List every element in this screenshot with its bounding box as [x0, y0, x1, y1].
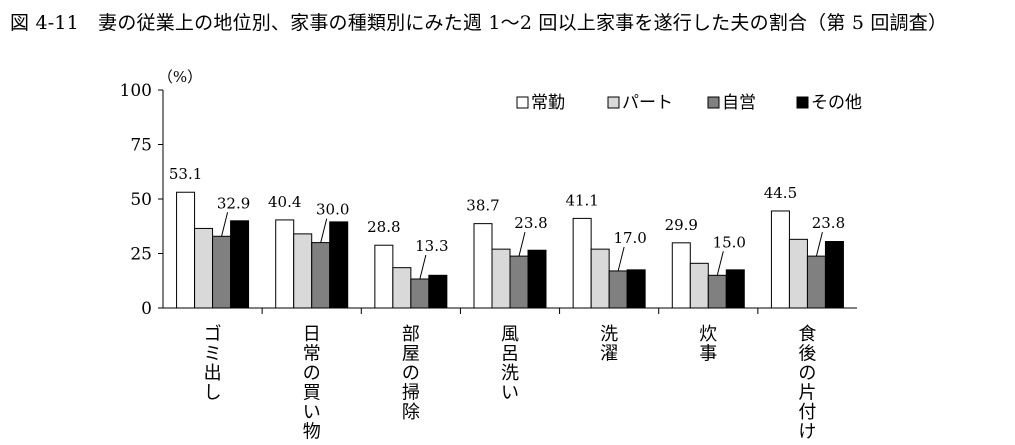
x-tick-label-char: 後: [798, 344, 816, 365]
x-tick-label-char: し: [204, 383, 222, 404]
x-tick-label-char: い: [501, 383, 519, 404]
legend-swatch-パート: [607, 96, 620, 109]
bar-自営-洗濯: [608, 270, 628, 309]
x-tick-label-char: 風: [501, 324, 519, 345]
bar-自営-風呂洗い: [509, 255, 529, 309]
x-tick-label-char: 濯: [600, 344, 618, 365]
data-label-常勤-ゴミ出し: 53.1: [169, 165, 202, 183]
data-label-常勤-炊事: 29.9: [665, 216, 698, 234]
x-tick-label-char: い: [303, 402, 321, 423]
bar-その他-部屋の掃除: [428, 274, 448, 309]
bar-その他-風呂洗い: [527, 249, 547, 309]
data-label-常勤-食後の片付け: 44.5: [764, 184, 797, 202]
x-tick-label-char: 日: [303, 324, 321, 345]
data-label-常勤-日常の買い物: 40.4: [268, 193, 301, 211]
leader-line-自営-ゴミ出し: [221, 212, 229, 237]
bar-その他-食後の片付け: [824, 241, 844, 309]
y-tick-label: 75: [130, 136, 152, 156]
data-label-常勤-風呂洗い: 38.7: [466, 197, 499, 215]
y-tick-label: 50: [130, 190, 152, 210]
data-label-自営-洗濯: 17.0: [613, 229, 646, 247]
leader-line-自営-食後の片付け: [815, 231, 823, 257]
x-tick-label-char: 屋: [402, 344, 420, 365]
bar-パート-日常の買い物: [293, 233, 313, 309]
data-label-自営-風呂洗い: 23.8: [514, 214, 547, 232]
x-tick-label-char: 物: [303, 422, 321, 443]
legend-swatch-その他: [796, 96, 809, 109]
leader-line-自営-風呂洗い: [518, 231, 526, 257]
x-tick-label-char: の: [402, 363, 420, 384]
bar-常勤-ゴミ出し: [176, 191, 196, 309]
leader-line-自営-洗濯: [617, 246, 625, 272]
bar-自営-炊事: [707, 274, 727, 309]
bar-常勤-洗濯: [572, 217, 592, 309]
y-axis-unit-label: （%）: [158, 68, 202, 86]
bar-自営-ゴミ出し: [212, 235, 232, 309]
bar-パート-炊事: [689, 262, 709, 309]
y-tick-label: 25: [130, 245, 152, 265]
x-tick-label-char: の: [798, 363, 816, 384]
bar-その他-日常の買い物: [329, 221, 349, 309]
bar-自営-日常の買い物: [311, 242, 331, 309]
bar-常勤-炊事: [671, 242, 691, 309]
data-label-自営-炊事: 15.0: [713, 233, 746, 251]
data-label-常勤-洗濯: 41.1: [565, 191, 598, 209]
x-tick-label-char: け: [798, 422, 816, 443]
legend-swatch-常勤: [516, 96, 529, 109]
leader-line-自営-炊事: [716, 251, 724, 276]
x-tick-label-char: ミ: [204, 344, 222, 365]
legend-label-パート: パート: [622, 93, 673, 113]
bar-常勤-日常の買い物: [275, 219, 295, 309]
y-tick-label: 0: [141, 299, 152, 319]
leader-line-自営-日常の買い物: [320, 218, 328, 243]
data-label-自営-ゴミ出し: 32.9: [217, 194, 250, 212]
x-tick-label-char: 付: [798, 402, 816, 423]
bar-パート-食後の片付け: [788, 238, 808, 309]
legend-label-その他: その他: [811, 93, 862, 113]
x-tick-label-char: 部: [402, 324, 420, 345]
bar-パート-部屋の掃除: [392, 267, 412, 309]
x-tick-label-char: 洗: [501, 363, 519, 384]
leader-line-自営-部屋の掃除: [419, 254, 427, 280]
x-tick-label-char: 出: [204, 363, 222, 384]
bar-その他-洗濯: [626, 269, 646, 309]
x-tick-label-char: 炊: [699, 324, 717, 345]
bar-自営-食後の片付け: [806, 255, 826, 309]
x-tick-label-char: 片: [798, 383, 816, 404]
x-tick-label-char: 呂: [501, 344, 519, 365]
legend-label-常勤: 常勤: [531, 93, 565, 113]
data-label-自営-日常の買い物: 30.0: [316, 201, 349, 219]
data-label-常勤-部屋の掃除: 28.8: [367, 218, 400, 236]
legend-swatch-自営: [707, 96, 720, 109]
y-tick-label: 100: [120, 81, 152, 101]
figure-title: 図 4-11 妻の従業上の地位別、家事の種類別にみた週 1～2 回以上家事を遂行…: [10, 12, 948, 34]
x-tick-label-char: 常: [303, 344, 321, 365]
data-label-自営-部屋の掃除: 13.3: [415, 237, 448, 255]
bar-パート-風呂洗い: [491, 248, 511, 309]
x-tick-label-char: 食: [798, 324, 816, 345]
data-label-自営-食後の片付け: 23.8: [812, 214, 845, 232]
x-tick-label-char: 事: [699, 344, 717, 365]
bar-常勤-風呂洗い: [473, 223, 493, 309]
bar-パート-洗濯: [590, 248, 610, 309]
legend-label-自営: 自営: [722, 93, 756, 113]
bar-パート-ゴミ出し: [194, 227, 214, 309]
x-tick-label-char: ゴ: [204, 324, 222, 345]
bar-自営-部屋の掃除: [410, 278, 430, 309]
x-tick-label-char: 掃: [402, 383, 420, 404]
x-tick-label-char: 除: [402, 402, 420, 423]
bar-その他-炊事: [725, 269, 745, 309]
bar-常勤-食後の片付け: [770, 210, 790, 309]
bar-常勤-部屋の掃除: [374, 244, 394, 309]
bar-その他-ゴミ出し: [230, 220, 250, 309]
x-tick-label-char: の: [303, 363, 321, 384]
x-tick-label-char: 買: [303, 383, 321, 404]
x-tick-label-char: 洗: [600, 324, 618, 345]
